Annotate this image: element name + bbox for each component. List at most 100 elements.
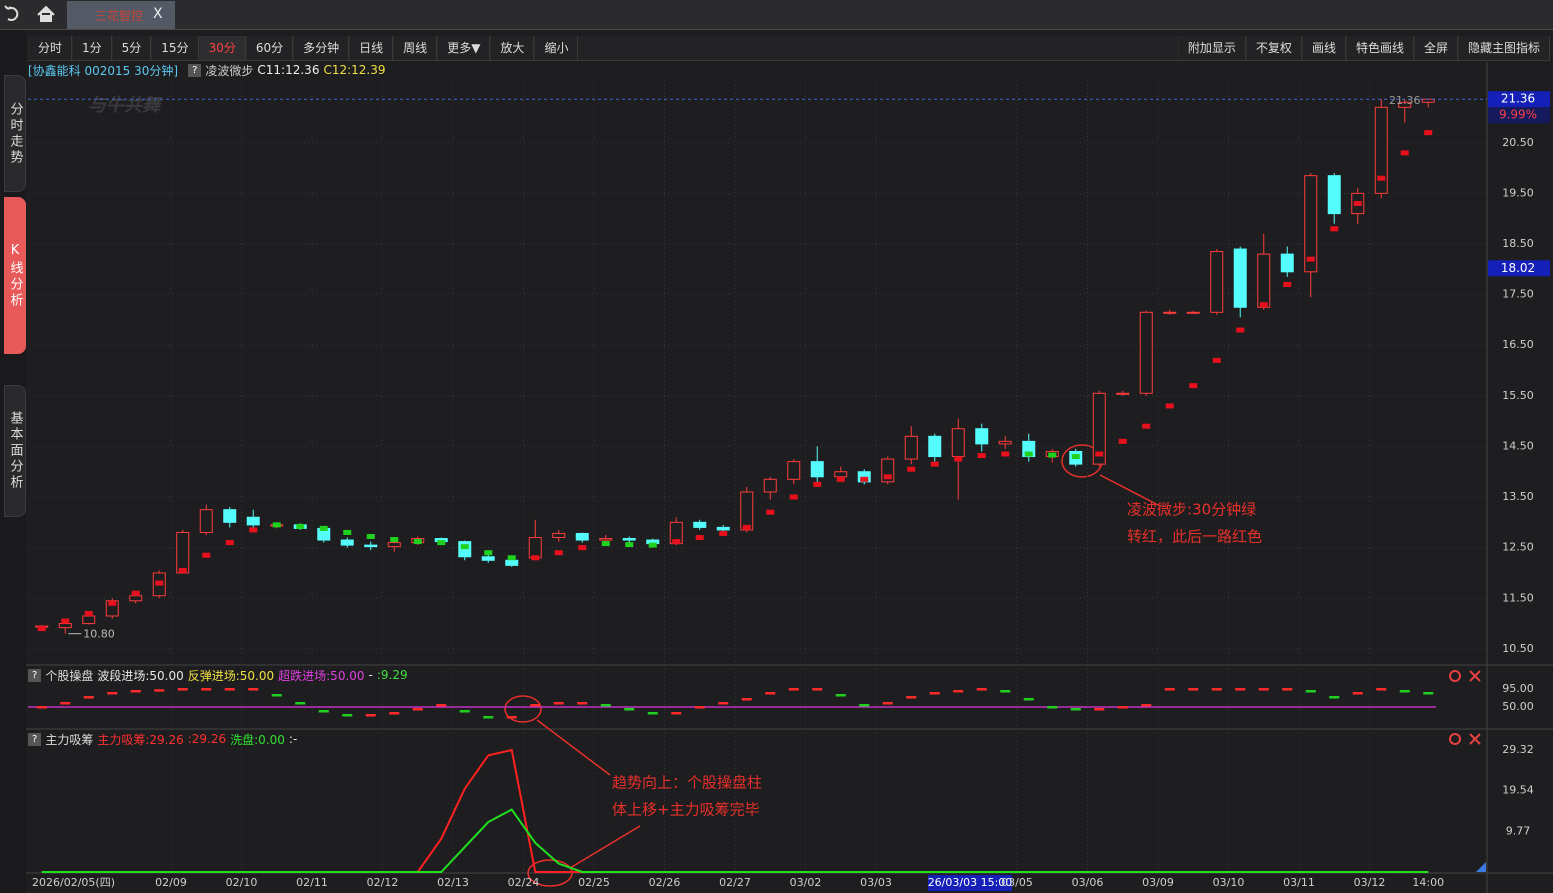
trend-dot <box>601 541 610 547</box>
stock-label: [协鑫能科 002015 30分钟] <box>28 63 179 78</box>
side-tab[interactable]: K线分析 <box>4 197 26 354</box>
candle-body <box>340 539 354 546</box>
trend-dot <box>625 542 634 548</box>
candle-body <box>1186 311 1200 314</box>
trend-dot <box>789 494 798 500</box>
indicator-dash <box>318 710 329 713</box>
trend-dot <box>437 540 446 546</box>
legend-item: 主力吸筹:29.26 <box>97 732 184 747</box>
indicator-dash <box>882 702 893 705</box>
trend-dot <box>1024 451 1033 457</box>
toolbar-button[interactable]: 60分 <box>245 36 294 60</box>
toolbar-button[interactable]: 1分 <box>72 36 112 60</box>
legend-item: 反弹进场:50.00 <box>187 668 275 683</box>
help-button[interactable]: ? <box>28 668 42 682</box>
settings-icon[interactable] <box>1449 733 1461 745</box>
toolbar-button[interactable]: 画线 <box>1301 36 1346 60</box>
trend-dot <box>648 542 657 548</box>
candle-body <box>787 461 801 480</box>
indicator-dash <box>530 704 541 707</box>
toolbar-button[interactable]: 分时 <box>28 36 73 60</box>
crosshair-time: 26/03/03 15:00 <box>928 876 1013 889</box>
toolbar-button[interactable]: 特色画线 <box>1345 36 1414 60</box>
trend-dot <box>742 524 751 530</box>
candle-body <box>1257 253 1271 308</box>
indicator-dash <box>812 688 823 691</box>
candle-body <box>693 521 707 528</box>
watermark: 与牛共舞 <box>88 95 163 116</box>
trend-dot <box>1142 423 1151 429</box>
indicator-dash <box>1117 706 1128 709</box>
y-tick-label: 20.50 <box>1502 136 1534 149</box>
indicator-value: C12:12.39 <box>323 63 386 77</box>
candle-body <box>1327 175 1341 215</box>
toolbar-button[interactable]: 多分钟 <box>293 36 350 60</box>
candle-body <box>1398 101 1412 108</box>
indicator-name: 凌波微步 <box>205 63 254 78</box>
toolbar-button[interactable]: 隐藏主图指标 <box>1457 36 1550 60</box>
candle-body <box>82 615 96 625</box>
annotation-text: 凌波微步:30分钟绿 <box>1127 501 1256 519</box>
trend-dot <box>1095 451 1104 457</box>
indicator-dash <box>201 688 212 691</box>
toolbar-button[interactable]: 放大 <box>490 36 535 60</box>
indicator-dash <box>1305 690 1316 693</box>
candle-body <box>552 532 566 539</box>
close-icon[interactable] <box>1469 670 1481 682</box>
help-button[interactable]: ? <box>188 63 202 77</box>
toolbar-button[interactable]: 不复权 <box>1245 36 1302 60</box>
trend-dot <box>1048 452 1057 458</box>
trend-dot <box>672 539 681 545</box>
candle-body <box>1116 392 1130 395</box>
side-tab[interactable]: 分时走势 <box>4 75 26 192</box>
high-label: 21.36 <box>1389 94 1421 107</box>
toolbar-button[interactable]: 缩小 <box>534 36 579 60</box>
indicator-dash <box>154 689 165 692</box>
toolbar-button[interactable]: 周线 <box>393 36 438 60</box>
indicator-dash <box>412 708 423 711</box>
legend-item: 洗盘:0.00 <box>230 732 285 747</box>
main-legend: [协鑫能科 002015 30分钟] ? 凌波微步 C11:12.36 C12:… <box>28 62 386 78</box>
toolbar-button[interactable]: 附加显示 <box>1177 36 1246 60</box>
toolbar-button[interactable]: 15分 <box>151 36 199 60</box>
indicator-dash <box>130 690 141 693</box>
tab-close[interactable]: X <box>153 6 163 22</box>
toolbar-right: 附加显示 不复权 画线 特色画线 全屏 隐藏主图指标 <box>1177 36 1550 60</box>
candle-body <box>458 541 472 558</box>
trend-dot <box>484 550 493 556</box>
trend-dot <box>554 550 563 556</box>
trend-dot <box>155 580 164 586</box>
indicator-dash <box>506 716 517 719</box>
candle-body <box>1374 106 1388 194</box>
indicator-dash <box>1188 688 1199 691</box>
y-tick-label: 19.54 <box>1502 784 1534 797</box>
candle-body <box>129 595 143 602</box>
panel-icons <box>1449 670 1481 745</box>
x-tick-label: 2026/02/05(四) <box>32 876 115 889</box>
trend-dot <box>390 537 399 543</box>
indicator-dash <box>436 704 447 707</box>
indicator-dash <box>177 688 188 691</box>
back-icon[interactable] <box>4 5 19 21</box>
stock-tab[interactable]: 三花智控 X <box>67 1 175 29</box>
y-tick-label: 13.50 <box>1502 490 1534 503</box>
help-button[interactable]: ? <box>28 732 42 746</box>
indicator-dash <box>906 696 917 699</box>
home-icon[interactable] <box>37 5 55 22</box>
trend-dot <box>1189 383 1198 389</box>
indicator-dash <box>295 702 306 705</box>
candle-body <box>857 471 871 483</box>
toolbar-button[interactable]: 日线 <box>349 36 394 60</box>
candle-body <box>58 623 72 629</box>
candle-body <box>1163 311 1177 314</box>
close-icon[interactable] <box>1469 733 1481 745</box>
toolbar-button[interactable]: 30分 <box>198 36 246 60</box>
settings-icon[interactable] <box>1449 670 1461 682</box>
trend-dot <box>507 555 516 561</box>
side-tab[interactable]: 基本面分析 <box>4 385 26 517</box>
toolbar-button[interactable]: 更多▼ <box>437 36 491 60</box>
toolbar-button[interactable]: 5分 <box>111 36 152 60</box>
indicator-dash <box>671 712 682 715</box>
toolbar-button[interactable]: 全屏 <box>1413 36 1458 60</box>
